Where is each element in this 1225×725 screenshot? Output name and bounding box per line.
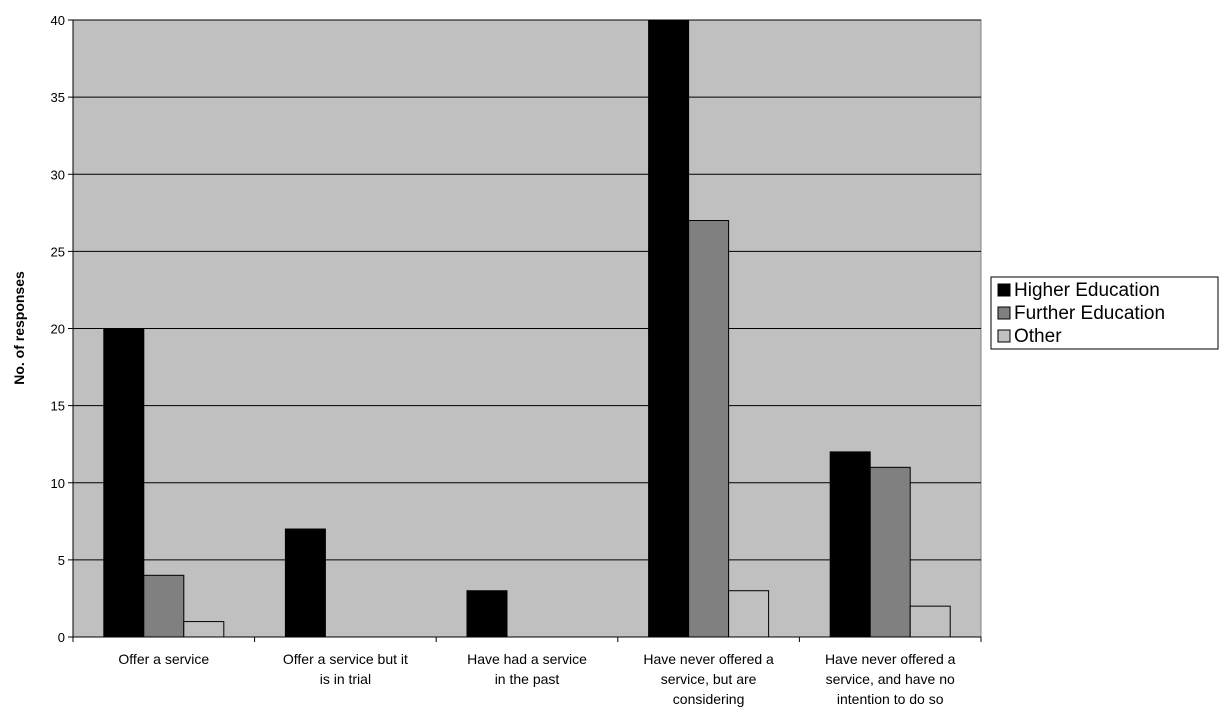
legend-swatch [997,283,1011,297]
legend-label: Higher Education [1014,280,1160,301]
bar-higher-education [466,590,508,638]
y-tick-label: 10 [51,476,65,491]
x-tick-label: Have never offered a service, and have no… [825,651,956,707]
bar-higher-education [648,19,690,638]
legend-swatch [997,329,1011,343]
bar-other [909,605,951,638]
y-tick-label: 40 [51,13,65,28]
x-tick-label: Have had a service in the past [467,651,587,687]
bar-higher-education [829,451,871,638]
y-tick-label: 25 [51,244,65,259]
y-tick-label: 5 [58,553,65,568]
bar-higher-education [284,528,326,638]
y-axis-label: No. of responses [11,271,27,385]
bar-further-education [869,466,911,638]
bar-higher-education [103,328,145,638]
bar-further-education [143,574,185,638]
y-tick-label: 30 [51,167,65,182]
legend-box [990,276,1219,350]
y-tick-label: 15 [51,399,65,414]
y-tick-label: 0 [58,630,65,645]
bar-further-education [688,220,730,638]
legend-swatch [997,306,1011,320]
bar-other [728,590,770,638]
y-tick-label: 20 [51,322,65,337]
y-tick-label: 35 [51,90,65,105]
bar-other [183,621,225,638]
x-tick-label: Have never offered a service, but are cons… [643,651,774,707]
legend-label: Further Education [1014,303,1165,324]
x-tick-label: Offer a service [118,651,209,667]
x-tick-label: Offer a service but it is in trial [283,651,408,687]
legend-label: Other [1014,326,1062,347]
